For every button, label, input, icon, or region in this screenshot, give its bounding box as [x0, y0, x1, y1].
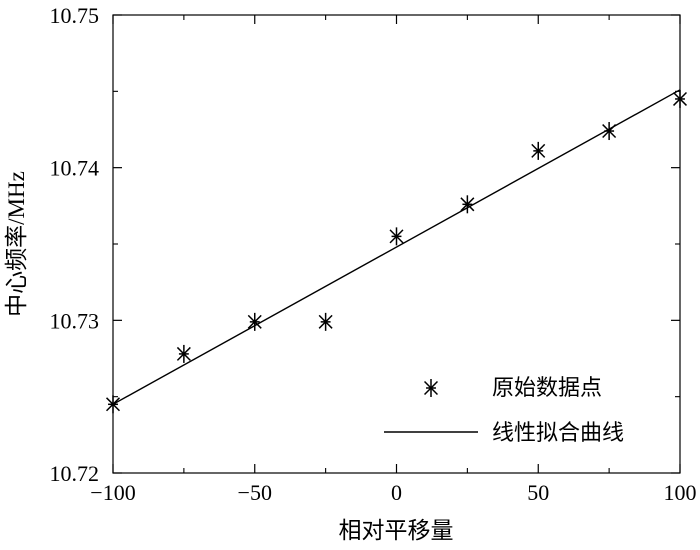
x-tick-label: −50 [238, 480, 272, 505]
data-point [318, 312, 333, 331]
legend-label-fit: 线性拟合曲线 [492, 420, 624, 445]
y-axis-title: 中心频率/MHz [4, 171, 29, 317]
legend-asterisk-icon [423, 379, 439, 397]
data-point [176, 344, 191, 363]
data-point [389, 227, 404, 246]
data-point [602, 122, 617, 141]
axis-ticks [112, 14, 681, 474]
legend: 原始数据点 线性拟合曲线 [384, 375, 624, 445]
x-tick-label: 100 [664, 480, 697, 505]
x-tick-label: −100 [90, 480, 135, 505]
y-tick-label: 10.74 [50, 156, 100, 181]
data-point [460, 195, 475, 214]
y-tick-label: 10.73 [50, 308, 100, 333]
x-axis-title: 相对平移量 [339, 518, 454, 543]
x-tick-label: 50 [527, 480, 549, 505]
legend-label-raw-data: 原始数据点 [492, 375, 602, 400]
data-point [672, 89, 688, 108]
y-tick-labels: 10.72 10.73 10.74 10.75 [50, 3, 100, 486]
data-point [531, 141, 546, 160]
x-tick-labels: −100 −50 0 50 100 [90, 480, 696, 505]
legend-marker-raw-data [423, 379, 439, 397]
y-tick-label: 10.72 [50, 461, 100, 486]
x-tick-label: 0 [391, 480, 402, 505]
fit-line [112, 89, 681, 405]
data-point [247, 312, 262, 331]
series-layer [105, 89, 688, 414]
data-point [105, 395, 121, 414]
y-tick-label: 10.75 [50, 3, 100, 28]
